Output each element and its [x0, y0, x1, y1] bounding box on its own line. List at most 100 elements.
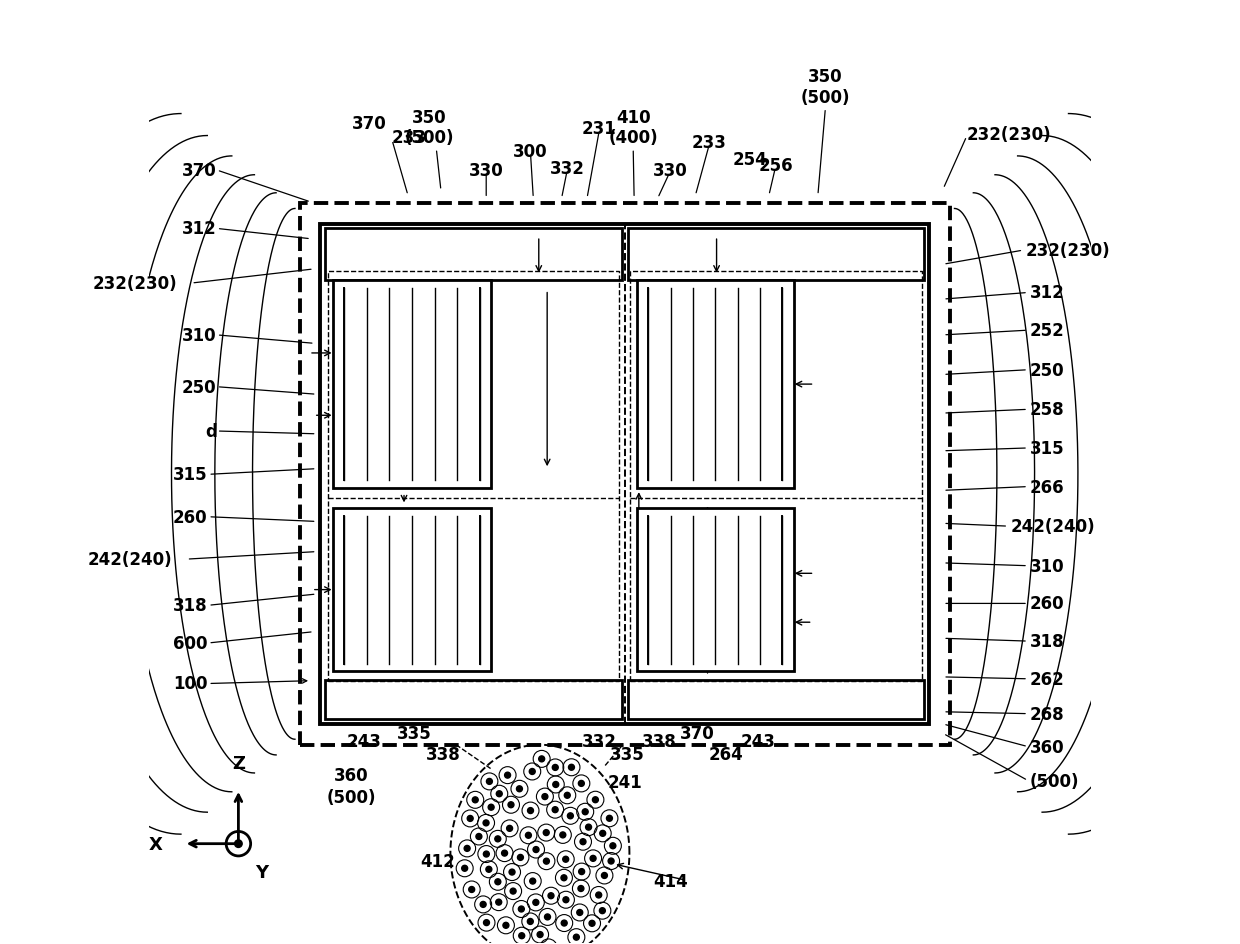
Circle shape [563, 897, 569, 902]
Circle shape [560, 875, 567, 881]
Circle shape [562, 920, 567, 926]
Text: 254: 254 [733, 150, 768, 168]
Text: 258: 258 [1030, 401, 1064, 419]
Circle shape [533, 900, 539, 905]
Text: 360: 360 [1030, 738, 1064, 756]
Circle shape [529, 768, 536, 775]
Text: 315: 315 [1030, 440, 1064, 458]
Circle shape [578, 781, 584, 786]
Circle shape [484, 919, 490, 926]
Circle shape [583, 809, 588, 815]
Text: 250: 250 [182, 379, 217, 396]
Bar [325, 680, 622, 719]
Circle shape [585, 824, 591, 830]
Bar [627, 229, 924, 281]
Circle shape [544, 914, 551, 919]
Circle shape [606, 816, 613, 821]
Text: 335: 335 [397, 725, 432, 743]
Text: 231: 231 [582, 120, 616, 138]
Circle shape [529, 878, 536, 885]
Circle shape [510, 869, 515, 875]
Circle shape [537, 932, 543, 937]
Circle shape [502, 851, 507, 856]
Text: 100: 100 [172, 675, 207, 693]
Circle shape [495, 879, 501, 885]
Circle shape [542, 794, 548, 800]
Text: 300: 300 [513, 143, 548, 161]
Circle shape [496, 900, 502, 905]
Circle shape [484, 851, 490, 857]
Text: 315: 315 [172, 465, 207, 484]
Circle shape [595, 892, 601, 898]
Text: 268: 268 [1030, 705, 1064, 723]
Circle shape [489, 804, 494, 810]
Circle shape [538, 756, 544, 762]
Bar [637, 281, 794, 488]
Text: 252: 252 [1030, 322, 1065, 340]
Bar [332, 281, 491, 488]
Text: 350
(500): 350 (500) [801, 68, 851, 107]
Text: 260: 260 [1030, 595, 1064, 613]
Text: 330: 330 [469, 161, 503, 179]
Circle shape [467, 816, 474, 821]
Circle shape [518, 933, 525, 938]
Circle shape [559, 832, 565, 838]
Text: 260: 260 [172, 508, 207, 526]
Circle shape [507, 825, 512, 832]
Bar [637, 509, 794, 671]
Text: 242(240): 242(240) [88, 550, 172, 568]
Circle shape [486, 867, 492, 872]
Text: 262: 262 [1030, 670, 1065, 688]
Text: 338: 338 [425, 746, 460, 764]
Text: 318: 318 [1030, 632, 1064, 650]
Text: 318: 318 [172, 597, 207, 615]
Text: (500): (500) [1030, 772, 1079, 790]
Text: 414: 414 [653, 872, 688, 890]
Circle shape [608, 858, 614, 864]
Circle shape [600, 831, 605, 836]
Circle shape [517, 786, 522, 792]
Circle shape [505, 772, 511, 778]
Circle shape [599, 908, 605, 914]
Circle shape [472, 797, 479, 803]
Text: (500): (500) [326, 787, 376, 806]
Text: 256: 256 [758, 157, 792, 175]
Text: 370: 370 [182, 161, 217, 179]
Text: Y: Y [255, 863, 269, 881]
Circle shape [526, 833, 532, 838]
Circle shape [234, 840, 242, 848]
Circle shape [580, 839, 587, 845]
Circle shape [464, 846, 470, 851]
Circle shape [527, 919, 533, 924]
Text: 242(240): 242(240) [1011, 517, 1096, 535]
Text: 335: 335 [610, 746, 645, 764]
Text: 233: 233 [392, 129, 427, 147]
Circle shape [495, 836, 501, 842]
Text: 266: 266 [1030, 478, 1064, 496]
Circle shape [476, 834, 482, 839]
Circle shape [564, 792, 570, 799]
Text: 233: 233 [692, 134, 727, 152]
Text: 410
(400): 410 (400) [609, 109, 658, 147]
Text: 370: 370 [680, 725, 714, 743]
Circle shape [496, 791, 502, 797]
Bar [327, 272, 619, 681]
Circle shape [593, 797, 599, 802]
Circle shape [508, 802, 513, 808]
Circle shape [518, 906, 525, 912]
Circle shape [461, 866, 467, 871]
Circle shape [579, 868, 584, 875]
Circle shape [543, 858, 549, 864]
Circle shape [517, 854, 523, 861]
Circle shape [480, 902, 486, 907]
Circle shape [533, 847, 539, 852]
Bar [325, 229, 622, 281]
Bar [332, 509, 491, 671]
Circle shape [552, 807, 558, 813]
Text: 312: 312 [1030, 284, 1065, 302]
Circle shape [552, 765, 558, 770]
Text: 310: 310 [1030, 557, 1064, 575]
Circle shape [568, 765, 574, 770]
Circle shape [610, 843, 616, 849]
Circle shape [548, 893, 554, 899]
